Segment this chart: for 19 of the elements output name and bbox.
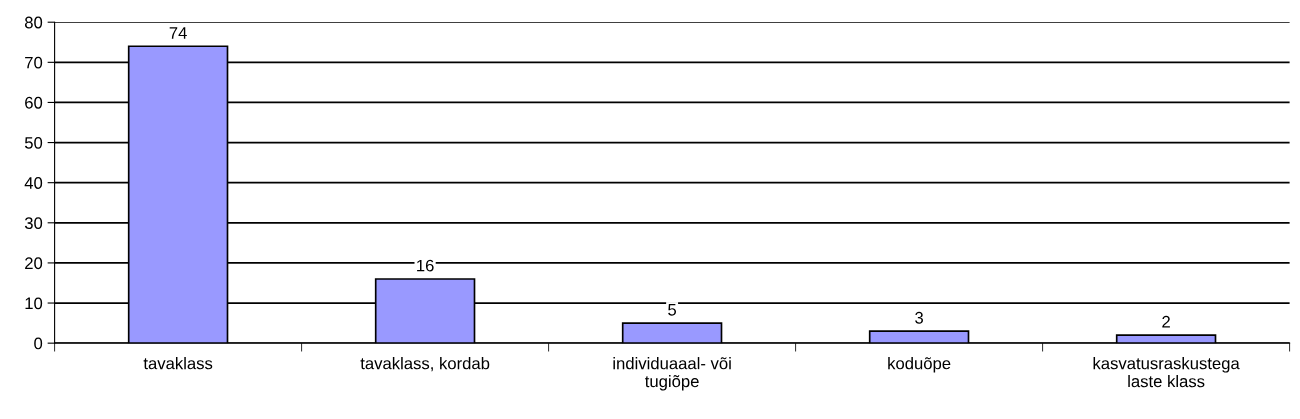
y-tick-label: 20 bbox=[25, 257, 43, 270]
y-tick-label: 40 bbox=[24, 177, 43, 189]
data-label: 74 bbox=[169, 27, 187, 39]
y-tick-label: 30 bbox=[24, 217, 43, 230]
x-tick-label: tavaklass bbox=[143, 357, 213, 370]
y-tick-label: 80 bbox=[24, 16, 43, 29]
data-label: 5 bbox=[668, 304, 677, 316]
data-label: 3 bbox=[915, 311, 923, 324]
x-tick-label: tavaklass, kordab bbox=[360, 357, 490, 372]
y-tick-label: 10 bbox=[25, 297, 43, 310]
data-label: 16 bbox=[417, 259, 434, 272]
y-tick-label: 60 bbox=[25, 96, 43, 109]
y-tick-label: 50 bbox=[24, 136, 43, 149]
y-tick-label: 70 bbox=[25, 56, 43, 69]
y-tick-label: 0 bbox=[34, 337, 43, 350]
x-tick-label: kasvatusraskustega laste klass bbox=[1093, 357, 1240, 388]
data-label: 2 bbox=[1162, 315, 1170, 328]
x-tick-label: koduõpe bbox=[888, 357, 951, 373]
x-tick-label: individuaaal- või tugiõpe bbox=[613, 357, 731, 391]
